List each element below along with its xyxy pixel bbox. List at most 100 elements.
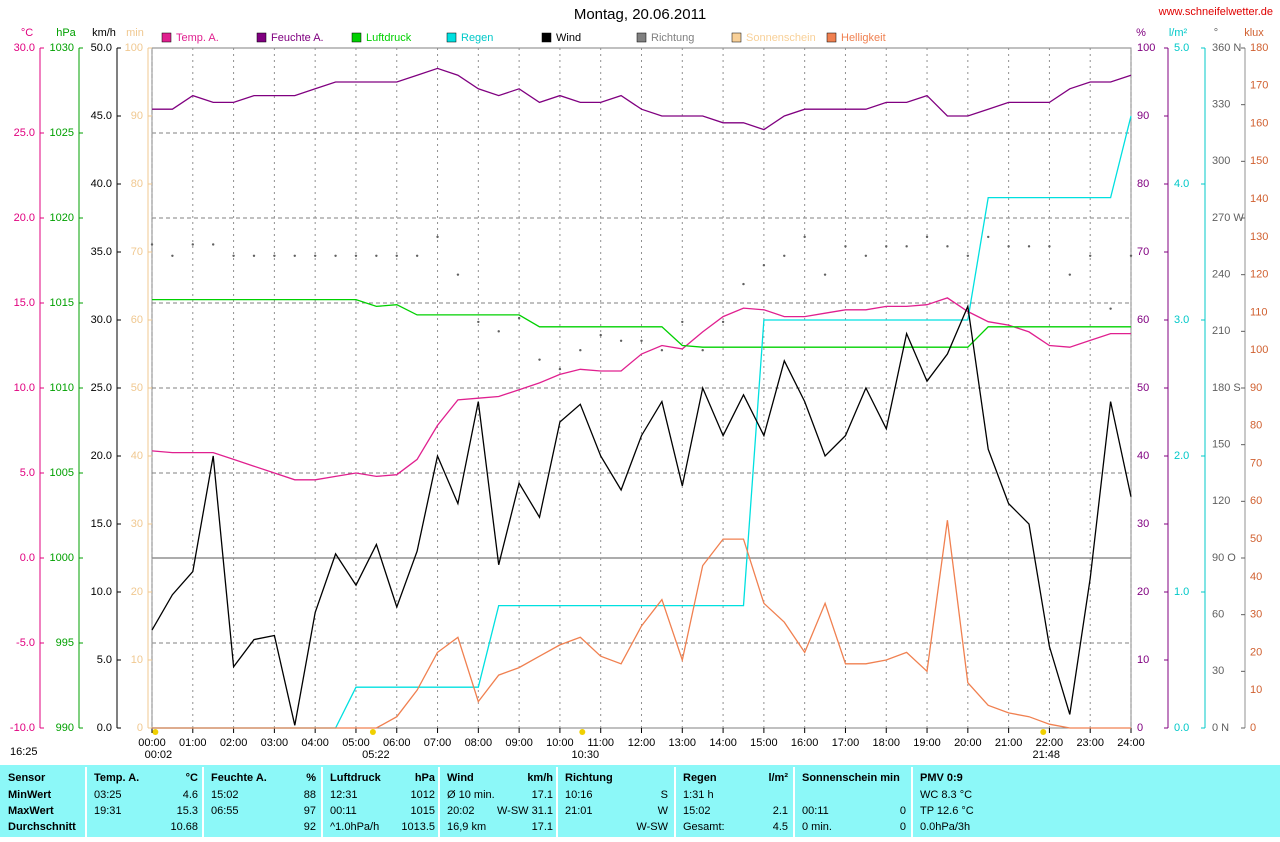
table-cell: 97 xyxy=(304,805,316,817)
direction-dot xyxy=(191,243,194,246)
direction-dot xyxy=(375,254,378,257)
table-header: Sensor xyxy=(8,772,46,784)
table-cell: 10:16 xyxy=(565,789,593,801)
direction-dot xyxy=(1089,254,1092,257)
table-unit: l/m² xyxy=(768,772,788,784)
table-cell: 21:01 xyxy=(565,805,593,817)
x-tick-label: 13:00 xyxy=(669,737,697,749)
legend-swatch xyxy=(161,32,172,43)
y-tick-label: 30 xyxy=(1250,609,1262,621)
axis-unit: l/m² xyxy=(1169,27,1188,39)
legend-label: Luftdruck xyxy=(366,32,412,44)
y-tick-label: 90 xyxy=(1250,382,1262,394)
x-tick-label: 08:00 xyxy=(465,737,493,749)
side-note: 16:25 xyxy=(10,746,38,758)
direction-dot xyxy=(1109,307,1112,310)
x-tick-label: 22:00 xyxy=(1036,737,1064,749)
y-tick-label: 10.0 xyxy=(14,382,35,394)
y-tick-label: 210 xyxy=(1212,325,1230,337)
y-tick-label: 5.0 xyxy=(20,467,35,479)
direction-dot xyxy=(273,254,276,257)
direction-dot xyxy=(721,320,725,324)
y-tick-label: 20 xyxy=(1250,646,1262,658)
y-tick-label: 25.0 xyxy=(91,382,112,394)
table-background xyxy=(0,765,1280,837)
y-tick-label: 1005 xyxy=(50,467,74,479)
y-tick-label: 20.0 xyxy=(14,212,35,224)
direction-dot xyxy=(497,330,500,333)
y-tick-label: 150 xyxy=(1212,439,1230,451)
sun-marker xyxy=(1040,729,1047,735)
direction-dot xyxy=(395,254,398,257)
direction-dot xyxy=(640,339,643,342)
y-tick-label: 90 xyxy=(131,110,143,122)
y-tick-label: 40 xyxy=(131,450,143,462)
table-cell: Gesamt: xyxy=(683,821,725,833)
y-tick-label: 30 xyxy=(1137,518,1149,530)
direction-dot xyxy=(783,254,786,257)
table-cell: 88 xyxy=(304,789,316,801)
direction-dot xyxy=(171,254,174,257)
table-cell: 17.1 xyxy=(532,789,553,801)
y-tick-label: 0 xyxy=(1250,722,1256,734)
axis-unit: °C xyxy=(21,27,33,39)
x-tick-label: 00:00 xyxy=(138,737,166,749)
y-tick-label: -10.0 xyxy=(10,722,35,734)
table-header: Luftdruck xyxy=(330,772,382,784)
table-header: Wind xyxy=(447,772,474,784)
y-tick-label: 60 xyxy=(1137,314,1149,326)
y-tick-label: 15.0 xyxy=(14,297,35,309)
direction-dot xyxy=(925,235,929,239)
axis-unit: klux xyxy=(1244,27,1264,39)
direction-dot xyxy=(762,264,766,267)
x-tick-label: 01:00 xyxy=(179,737,207,749)
chart-title: Montag, 20.06.2011 xyxy=(574,6,706,23)
y-tick-label: 990 xyxy=(56,722,74,734)
series-line xyxy=(151,304,1132,726)
y-tick-label: 0.0 xyxy=(20,552,35,564)
table-cell: S xyxy=(661,789,668,801)
y-tick-label: 5.0 xyxy=(97,654,112,666)
x-tick-label: 11:00 xyxy=(587,737,614,749)
x-tick-label: 03:00 xyxy=(261,737,289,749)
x-tick-label: 06:00 xyxy=(383,737,411,749)
legend-swatch xyxy=(731,32,742,43)
table-cell: 20:02 xyxy=(447,805,475,817)
y-tick-label: 1.0 xyxy=(1174,586,1189,598)
direction-dot xyxy=(252,254,256,257)
y-tick-label: 30 xyxy=(131,518,143,530)
y-tick-label: 70 xyxy=(131,246,143,258)
legend-label: Sonnenschein xyxy=(746,32,816,44)
direction-dot xyxy=(293,254,296,257)
y-tick-label: 160 xyxy=(1250,117,1268,129)
table-cell: 0.0hPa/3h xyxy=(920,821,970,833)
direction-dot xyxy=(436,235,439,239)
y-tick-label: 60 xyxy=(1250,495,1262,507)
x-tick-label: 12:00 xyxy=(628,737,656,749)
y-tick-label: 30.0 xyxy=(14,42,35,54)
y-tick-label: 90 xyxy=(1137,110,1149,122)
annotation: 05:22 xyxy=(362,749,390,761)
y-tick-label: 1025 xyxy=(50,127,74,139)
sun-marker xyxy=(152,729,159,735)
y-tick-label: 2.0 xyxy=(1174,450,1189,462)
direction-dot xyxy=(232,254,235,257)
x-tick-label: 24:00 xyxy=(1117,737,1145,749)
annotation: 00:02 xyxy=(145,749,173,761)
direction-dot xyxy=(966,254,970,257)
legend-label: Helligkeit xyxy=(841,32,886,44)
direction-dot xyxy=(150,243,154,246)
table-unit: km/h xyxy=(527,772,553,784)
y-tick-label: 170 xyxy=(1250,80,1268,92)
table-cell: 17.1 xyxy=(532,821,553,833)
y-tick-label: 4.0 xyxy=(1174,178,1189,190)
y-tick-label: 120 xyxy=(1212,495,1230,507)
table-unit: % xyxy=(306,772,316,784)
direction-dot xyxy=(1129,254,1133,257)
table-row-label: Durchschnitt xyxy=(8,821,76,833)
y-tick-label: 60 xyxy=(1212,609,1224,621)
legend-swatch xyxy=(541,32,552,43)
y-tick-label: 10 xyxy=(1137,654,1149,666)
legend-label: Richtung xyxy=(651,32,694,44)
